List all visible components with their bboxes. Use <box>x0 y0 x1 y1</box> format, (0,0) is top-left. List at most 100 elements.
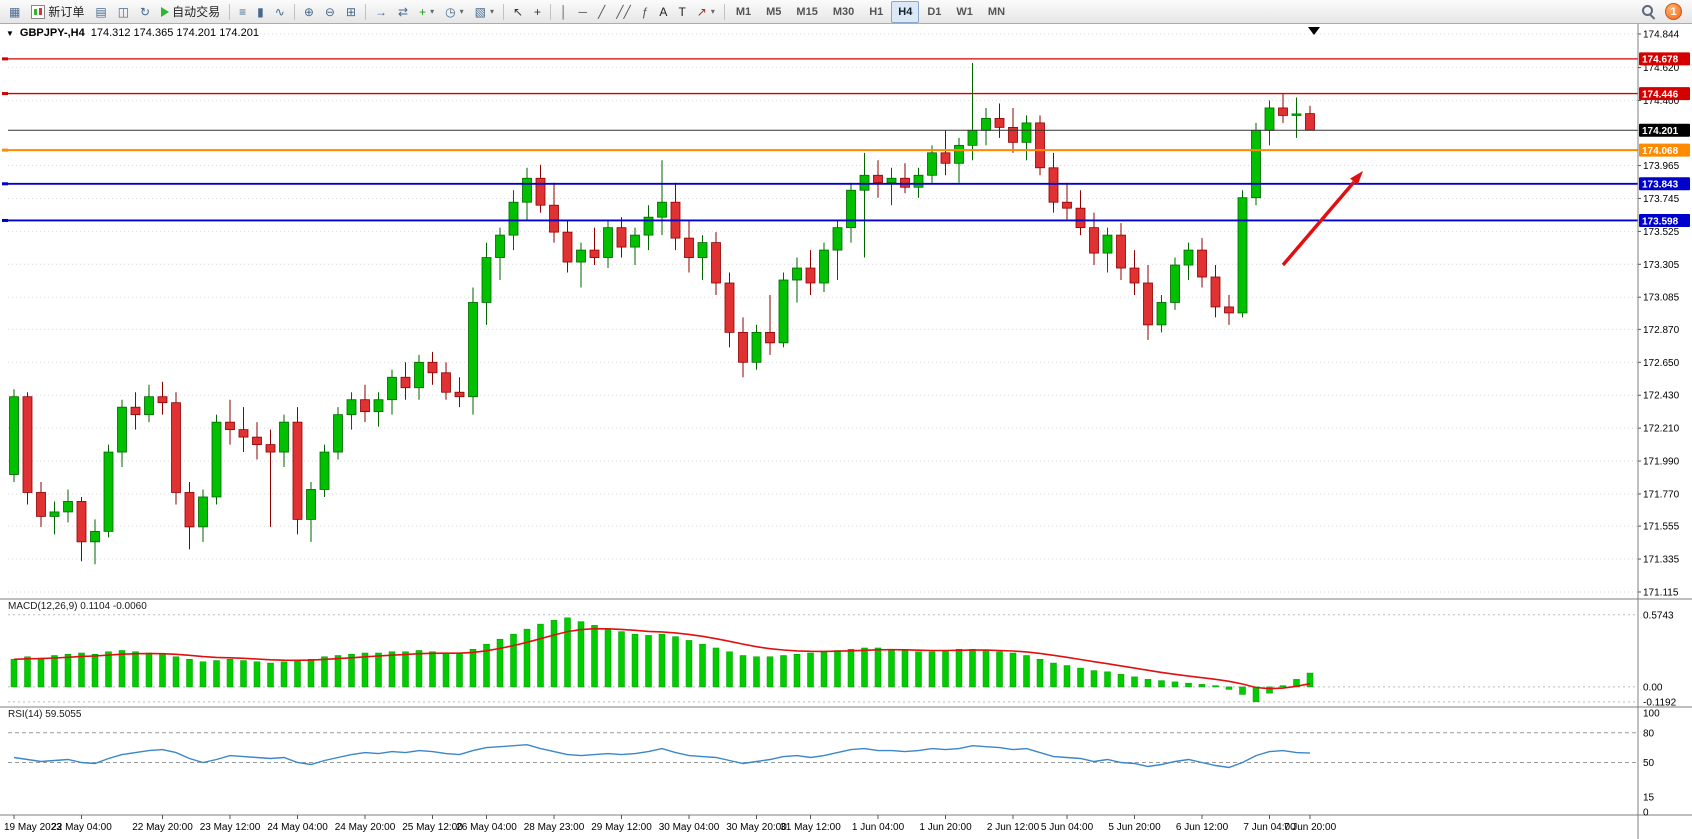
time-axis-label: 22 May 04:00 <box>51 822 112 833</box>
macd-signal-line <box>13 627 1311 690</box>
price-axis-label: 173.305 <box>1643 260 1680 271</box>
time-axis-label: 24 May 04:00 <box>267 822 328 833</box>
candlestick-chart-button[interactable]: ▮ <box>252 1 269 23</box>
tile-windows-button[interactable]: ⊞ <box>341 1 361 23</box>
equidistant-channel-button[interactable]: ╱╱ <box>611 1 635 23</box>
cursor-button[interactable]: ↖ <box>508 1 528 23</box>
chevron-down-icon: ▾ <box>459 7 464 16</box>
search-icon[interactable] <box>1641 4 1656 19</box>
templates-icon: ▧ <box>474 4 486 19</box>
chart-window: 174.844 174.620 174.400 173.965 173.745 173.5… <box>0 24 1692 839</box>
timeframe-m15-button[interactable]: M15 <box>796 5 818 18</box>
price-axis-label: 171.115 <box>1643 587 1679 598</box>
price-axis-label: 172.650 <box>1643 358 1680 369</box>
price-axis-label: 174.844 <box>1643 30 1680 41</box>
trendline-icon: ╱ <box>598 4 606 19</box>
templates-button[interactable]: ▧ ▾ <box>470 1 499 23</box>
zoom-in-button[interactable]: ⊕ <box>299 1 319 23</box>
time-axis-label: 7 Jun 20:00 <box>1284 822 1337 833</box>
timeframe-m1-button[interactable]: M1 <box>735 5 752 18</box>
time-axis-label: 30 May 04:00 <box>659 822 720 833</box>
bar-chart-button[interactable]: ≡ <box>234 1 251 23</box>
time-axis-label: 22 May 20:00 <box>132 822 193 833</box>
market-watch-button[interactable]: ◫ <box>113 1 134 23</box>
horizontal-line-button[interactable]: ─ <box>574 1 593 23</box>
time-axis-label: 25 May 12:00 <box>402 822 463 833</box>
chart-profiles-button[interactable]: ▤ <box>90 1 111 23</box>
indicators-button[interactable]: + ▾ <box>414 1 439 23</box>
new-chart-icon: ▦ <box>9 4 21 19</box>
collapse-triangle-icon[interactable]: ▼ <box>6 28 14 38</box>
timeframe-m30-button[interactable]: M30 <box>832 5 855 18</box>
trendline-button[interactable]: ╱ <box>593 1 610 23</box>
time-axis-label: 5 Jun 20:00 <box>1108 822 1161 833</box>
new-chart-button[interactable]: ▦ <box>4 1 25 23</box>
auto-trading-button[interactable]: 自动交易 <box>156 1 225 23</box>
macd-scale-label: -0.1192 <box>1643 697 1677 708</box>
price-axis: 174.844 174.620 174.400 173.965 173.745 173.5… <box>1638 30 1680 819</box>
arrows-button[interactable]: ↗ ▾ <box>692 1 720 23</box>
tile-windows-icon: ⊞ <box>345 4 356 19</box>
toolbar-buttons: ▦ 新订单 ▤ ◫ ↻ 自动交易 ≡ ▮ ∿ ⊕ ⊖ ⊞ → ⇄ + ▾ ◷ ▾ ▧ ▾ ↖ + │ ─ ╱ ╱╱ ƒ A T ↗ ▾ M1 M… <box>4 0 1641 23</box>
vertical-line-button[interactable]: │ <box>555 1 573 23</box>
indicators-icon: + <box>419 4 427 19</box>
ohlc-values: 174.312 174.365 174.201 174.201 <box>90 27 259 39</box>
chart-title: ▼ GBPJPY-,H4 174.312 174.365 174.201 174… <box>6 27 259 39</box>
toolbar-separator <box>365 3 366 20</box>
bar-chart-icon: ≡ <box>239 4 247 19</box>
chevron-down-icon: ▾ <box>710 7 715 16</box>
text-icon: A <box>659 4 668 19</box>
auto-scroll-button[interactable]: → <box>370 1 392 23</box>
timeframe-m5-button[interactable]: M5 <box>766 5 782 18</box>
trend-arrow-annotation[interactable] <box>1281 171 1363 267</box>
main-toolbar: ▦ 新订单 ▤ ◫ ↻ 自动交易 ≡ ▮ ∿ ⊕ ⊖ ⊞ → ⇄ + ▾ ◷ ▾ ▧ ▾ ↖ + │ ─ ╱ ╱╱ ƒ A T ↗ ▾ M1 M… <box>0 0 1692 24</box>
text-label-icon: T <box>678 4 686 19</box>
rsi-scale-label: 0 <box>1643 808 1649 819</box>
toolbar-separator <box>550 3 552 20</box>
periods-button[interactable]: ◷ ▾ <box>440 1 469 23</box>
macd-scale-label: 0.5743 <box>1643 610 1674 621</box>
price-axis-label: 172.210 <box>1643 424 1680 435</box>
chevron-down-icon: ▾ <box>430 7 435 16</box>
chart-canvas[interactable]: 174.844 174.620 174.400 173.965 173.745 173.5… <box>0 24 1692 839</box>
new-order-button[interactable]: 新订单 <box>26 1 89 23</box>
price-axis-label: 172.870 <box>1643 325 1680 336</box>
periods-icon: ◷ <box>445 4 456 19</box>
arrows-icon: ↗ <box>696 4 707 19</box>
order-icon <box>31 4 46 19</box>
timeframe-d1-button[interactable]: D1 <box>927 5 942 18</box>
price-badge-174.446: 174.446 <box>1642 89 1679 100</box>
time-axis-label: 1 Jun 04:00 <box>852 822 905 833</box>
time-axis-label: 30 May 20:00 <box>726 822 787 833</box>
rsi-scale-label: 15 <box>1643 793 1655 804</box>
time-axis-label: 29 May 12:00 <box>591 822 652 833</box>
chart-shift-button[interactable]: ⇄ <box>393 1 413 23</box>
auto-trading-button-label: 自动交易 <box>172 5 221 19</box>
price-badge-174.068: 174.068 <box>1642 146 1679 157</box>
text-label-button[interactable]: T <box>673 1 690 23</box>
notification-badge[interactable]: 1 <box>1665 3 1682 20</box>
timeframe-h4-button[interactable]: H4 <box>891 0 920 23</box>
price-axis-label: 171.335 <box>1643 555 1680 566</box>
price-axis-label: 171.555 <box>1643 522 1680 533</box>
crosshair-button[interactable]: + <box>529 1 546 23</box>
timeframe-mn-button[interactable]: MN <box>987 5 1006 18</box>
timeframe-h1-button[interactable]: H1 <box>869 5 884 18</box>
refresh-button[interactable]: ↻ <box>135 1 155 23</box>
chart-shift-marker[interactable] <box>1308 27 1320 35</box>
fibonacci-button[interactable]: ƒ <box>637 1 654 23</box>
timeframe-w1-button[interactable]: W1 <box>956 5 973 18</box>
level-lines[interactable] <box>2 57 1638 222</box>
time-axis-label: 2 Jun 12:00 <box>987 822 1040 833</box>
market-watch-icon: ◫ <box>117 4 130 19</box>
rsi-scale-label: 80 <box>1643 728 1655 739</box>
candles-layer <box>9 63 1315 565</box>
price-axis-label: 173.745 <box>1643 194 1680 205</box>
text-button[interactable]: A <box>654 1 672 23</box>
line-chart-button[interactable]: ∿ <box>270 1 290 23</box>
toolbar-separator <box>723 3 725 20</box>
zoom-out-button[interactable]: ⊖ <box>320 1 340 23</box>
chart-background <box>0 24 1692 839</box>
